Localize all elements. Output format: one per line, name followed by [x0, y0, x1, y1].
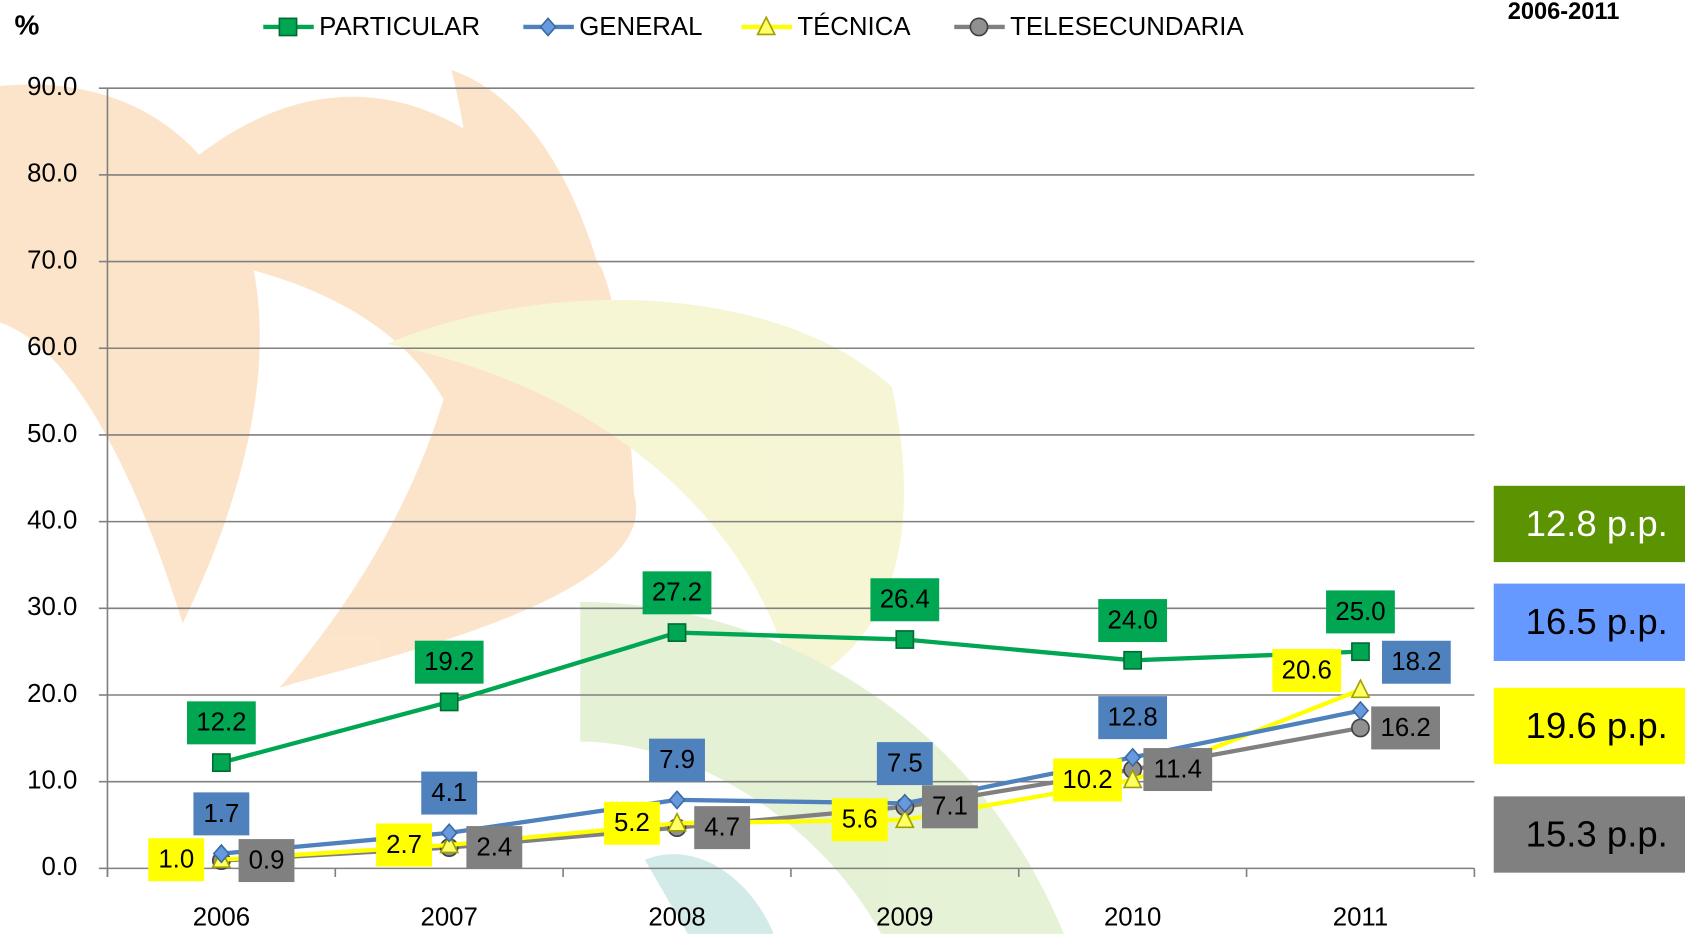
y-tick-label: 40.0 [27, 506, 77, 534]
y-tick-label: 60.0 [27, 333, 77, 361]
data-label: 4.7 [704, 814, 740, 842]
data-label: 16.2 [1381, 714, 1431, 742]
data-label: 7.1 [932, 793, 968, 821]
y-tick-label: 10.0 [27, 766, 77, 794]
data-label: 5.6 [842, 806, 878, 834]
y-tick-label: 50.0 [27, 420, 77, 448]
marker [896, 631, 913, 648]
data-label: 18.2 [1391, 648, 1441, 676]
marker [1352, 680, 1369, 697]
marker [668, 624, 685, 641]
legend-label: TÉCNICA [797, 12, 911, 41]
chart-title: 2006-2011 [1508, 0, 1620, 25]
data-label: 7.9 [659, 746, 695, 774]
x-tick-label: 2010 [1104, 904, 1161, 932]
data-label: 0.9 [249, 846, 285, 874]
data-label: 12.2 [196, 709, 246, 737]
marker [1352, 719, 1369, 736]
y-tick-label: 20.0 [27, 680, 77, 708]
marker [1353, 702, 1368, 719]
marker [441, 693, 458, 710]
data-label: 20.6 [1282, 656, 1332, 684]
data-label: 25.0 [1335, 598, 1385, 626]
data-label: 2.7 [386, 831, 422, 859]
page: % 2006-2011 0.0 10.0 20.0 30.0 40.0 50.0 60.0 7… [0, 0, 1685, 934]
legend-label: GENERAL [579, 13, 702, 41]
y-axis-label: % [14, 9, 39, 40]
x-tick-label: 2006 [193, 904, 250, 932]
data-label: 11.4 [1154, 755, 1202, 783]
data-label: 19.2 [424, 648, 474, 676]
legend-label: TELESECUNDARIA [1010, 13, 1244, 41]
y-tick-label: 0.0 [42, 853, 78, 881]
data-label: 12.8 [1108, 704, 1158, 732]
y-tick-label: 90.0 [27, 73, 77, 101]
data-label: 26.4 [880, 586, 930, 614]
legend-label: PARTICULAR [319, 13, 480, 41]
marker [1124, 652, 1141, 669]
marker [669, 791, 684, 808]
data-label: 7.5 [887, 749, 923, 777]
data-label: 1.7 [203, 800, 239, 828]
data-label: 1.0 [158, 846, 194, 874]
data-label: 10.2 [1062, 766, 1112, 794]
y-tick-label: 80.0 [27, 160, 77, 188]
data-label: 5.2 [614, 809, 650, 837]
annotation-text: 19.6 p.p. [1526, 705, 1668, 746]
annotation-text: 15.3 p.p. [1526, 813, 1668, 854]
x-tick-label: 2011 [1333, 904, 1388, 932]
chart: % 2006-2011 0.0 10.0 20.0 30.0 40.0 50.0 60.0 7… [0, 0, 1685, 934]
marker [213, 754, 230, 771]
y-tick-label: 70.0 [27, 246, 77, 274]
marker [279, 18, 296, 35]
x-tick-label: 2009 [876, 904, 933, 932]
data-label: 4.1 [431, 779, 467, 807]
marker [442, 824, 457, 841]
marker [970, 18, 987, 35]
x-tick-label: 2008 [648, 904, 705, 932]
data-label: 2.4 [476, 833, 512, 861]
marker [1352, 643, 1369, 660]
data-label: 27.2 [652, 579, 702, 607]
x-tick-label: 2007 [421, 904, 478, 932]
marker [541, 18, 556, 35]
annotation-text: 12.8 p.p. [1526, 503, 1668, 544]
y-tick-label: 30.0 [27, 593, 77, 621]
data-label: 24.0 [1108, 606, 1158, 634]
annotation-text: 16.5 p.p. [1526, 601, 1668, 642]
